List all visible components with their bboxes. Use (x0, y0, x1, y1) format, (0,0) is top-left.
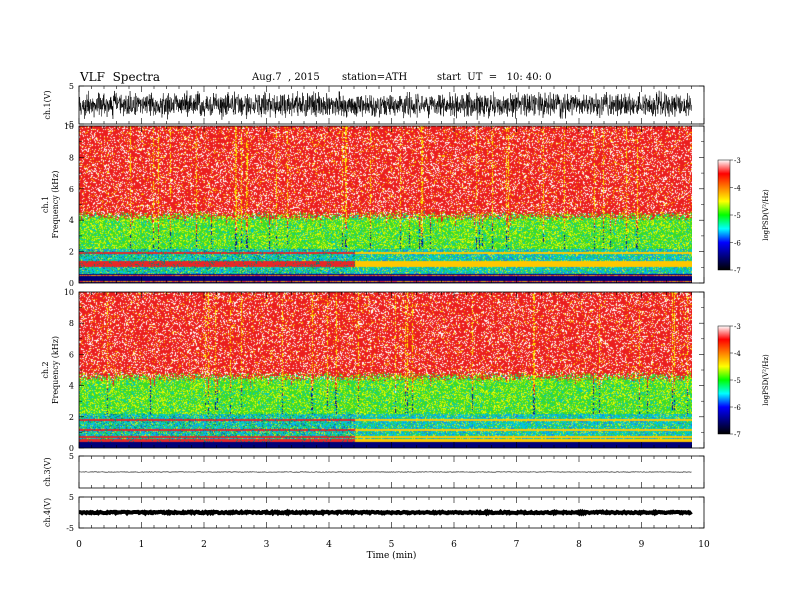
y-tick-label: 8 (69, 319, 74, 328)
x-tick-label: 1 (139, 540, 145, 550)
ch4-waveform-ylabel: ch.4(V) (43, 498, 52, 527)
x-tick-label: 7 (514, 540, 520, 550)
ch2-spectrogram-colorbar-label: logPSD(V²/Hz) (762, 354, 770, 406)
x-tick-label: 3 (264, 540, 270, 550)
start-time-label: start UT = 10: 40: 0 (437, 72, 552, 83)
x-axis-label: Time (min) (367, 550, 417, 561)
x-tick-label: 5 (389, 540, 395, 550)
x-tick-label: 8 (576, 540, 582, 550)
y-tick-label: 0 (69, 279, 74, 288)
x-tick-label: 0 (76, 540, 82, 550)
y-tick-label: 0 (69, 444, 74, 453)
ch1-spectrogram-ylabel: ch.1 (41, 196, 50, 213)
x-tick-label: 4 (326, 540, 332, 550)
colorbar-tick-label: -5 (734, 212, 741, 220)
y-tick-label: -5 (66, 120, 74, 129)
ch2-spectrogram-ylabel: Frequency (kHz) (51, 336, 60, 404)
colorbar-tick-label: -5 (734, 377, 741, 385)
ch3-waveform-trace (79, 471, 692, 473)
y-tick-label: 5 (69, 452, 74, 461)
ch1-spectrogram-colorbar-label: logPSD(V²/Hz) (762, 189, 770, 241)
waveform-traces (78, 90, 693, 517)
colorbar-tick-label: -7 (734, 267, 741, 275)
y-tick-label: 4 (69, 382, 74, 391)
y-tick-label: 5 (69, 82, 74, 91)
chart-title: VLF Spectra (80, 70, 161, 84)
ch3-waveform-ylabel: ch.3(V) (43, 457, 52, 486)
ch2-spectrogram-colorbar (717, 325, 731, 435)
y-tick-label: 2 (69, 413, 74, 422)
colorbar-tick-label: -7 (734, 431, 741, 439)
y-tick-label: 8 (69, 153, 74, 162)
ch1-spectrogram-image (79, 126, 692, 283)
station-label: station=ATH (342, 72, 408, 83)
y-tick-label: 10 (64, 122, 74, 131)
ch2-spectrogram-ylabel: ch.2 (41, 361, 50, 378)
x-tick-label: 6 (451, 540, 457, 550)
y-tick-label: -5 (66, 524, 74, 533)
ch1-waveform-ylabel: ch.1(V) (43, 90, 52, 119)
axes (78, 85, 733, 529)
ch1-spectrogram-ylabel: Frequency (kHz) (51, 170, 60, 238)
colorbar-tick-label: -6 (734, 404, 741, 412)
y-tick-label: 4 (69, 216, 74, 225)
ch1-spectrogram-colorbar (717, 159, 731, 271)
colorbar-tick-label: -6 (734, 240, 741, 248)
y-tick-label: 2 (69, 248, 74, 257)
ch4-waveform-trace (78, 508, 693, 517)
ch2-spectrogram-image (79, 292, 692, 448)
y-tick-label: 6 (69, 185, 74, 194)
colorbar-tick-label: -3 (734, 157, 741, 165)
y-tick-label: 5 (69, 493, 74, 502)
colorbar-tick-label: -3 (734, 323, 741, 331)
x-tick-label: 2 (201, 540, 207, 550)
y-tick-label: 6 (69, 350, 74, 359)
spectrogram-images (79, 126, 692, 448)
colorbar-tick-label: -4 (734, 350, 741, 358)
x-tick-label: 9 (639, 540, 645, 550)
y-tick-label: 10 (64, 288, 74, 297)
date-label: Aug.7 , 2015 (252, 72, 320, 83)
ch1-waveform-trace (78, 90, 692, 120)
colorbar-tick-label: -4 (734, 185, 741, 193)
x-tick-label: 10 (698, 540, 710, 550)
